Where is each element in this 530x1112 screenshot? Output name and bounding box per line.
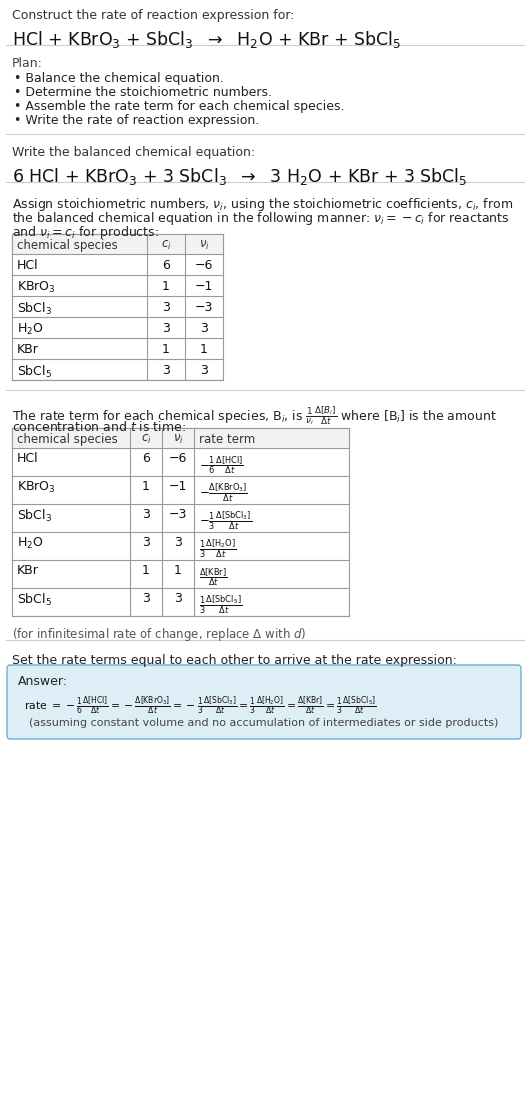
Text: 3: 3 — [162, 322, 170, 335]
Text: 3: 3 — [174, 592, 182, 605]
Text: • Balance the chemical equation.: • Balance the chemical equation. — [14, 72, 224, 85]
Text: $\nu_i$: $\nu_i$ — [173, 433, 183, 446]
Text: HCl: HCl — [17, 451, 39, 465]
Text: 3: 3 — [142, 536, 150, 549]
Text: Answer:: Answer: — [18, 675, 68, 688]
Bar — [12, 234, 223, 380]
Text: • Assemble the rate term for each chemical species.: • Assemble the rate term for each chemic… — [14, 100, 344, 113]
Text: the balanced chemical equation in the following manner: $\nu_i = -c_i$ for react: the balanced chemical equation in the fo… — [12, 210, 509, 227]
Text: 1: 1 — [162, 280, 170, 292]
Text: $\frac{1}{3}\frac{\Delta[\mathrm{SbCl_5}]}{\Delta t}$: $\frac{1}{3}\frac{\Delta[\mathrm{SbCl_5}… — [199, 594, 242, 616]
Text: The rate term for each chemical species, B$_i$, is $\frac{1}{\nu_i}\frac{\Delta[: The rate term for each chemical species,… — [12, 404, 497, 427]
Text: $\frac{1}{3}\frac{\Delta[\mathrm{H_2O}]}{\Delta t}$: $\frac{1}{3}\frac{\Delta[\mathrm{H_2O}]}… — [199, 538, 236, 560]
Text: KBrO$_3$: KBrO$_3$ — [17, 280, 56, 295]
Text: SbCl$_5$: SbCl$_5$ — [17, 592, 52, 608]
Text: $\nu_i$: $\nu_i$ — [199, 239, 209, 252]
Text: KBr: KBr — [17, 342, 39, 356]
Text: 1: 1 — [142, 480, 150, 493]
Text: (assuming constant volume and no accumulation of intermediates or side products): (assuming constant volume and no accumul… — [29, 718, 499, 728]
Text: 3: 3 — [174, 536, 182, 549]
Text: $-\frac{1}{3}\frac{\Delta[\mathrm{SbCl_3}]}{\Delta t}$: $-\frac{1}{3}\frac{\Delta[\mathrm{SbCl_3… — [199, 510, 252, 533]
Text: • Determine the stoichiometric numbers.: • Determine the stoichiometric numbers. — [14, 86, 272, 99]
Text: $c_i$: $c_i$ — [140, 433, 152, 446]
Text: −1: −1 — [195, 280, 213, 292]
Text: Construct the rate of reaction expression for:: Construct the rate of reaction expressio… — [12, 9, 295, 22]
Text: 6: 6 — [162, 259, 170, 272]
Text: $c_i$: $c_i$ — [161, 239, 171, 252]
Text: −3: −3 — [169, 508, 187, 522]
Text: HCl + KBrO$_3$ + SbCl$_3$  $\rightarrow$  H$_2$O + KBr + SbCl$_5$: HCl + KBrO$_3$ + SbCl$_3$ $\rightarrow$ … — [12, 29, 401, 50]
Text: and $\nu_i = c_i$ for products:: and $\nu_i = c_i$ for products: — [12, 224, 159, 241]
Text: 3: 3 — [142, 592, 150, 605]
Text: KBr: KBr — [17, 564, 39, 577]
Bar — [12, 234, 223, 254]
Text: rate term: rate term — [199, 433, 255, 446]
Text: 3: 3 — [142, 508, 150, 522]
Text: H$_2$O: H$_2$O — [17, 536, 43, 552]
Text: 6: 6 — [142, 451, 150, 465]
Text: −1: −1 — [169, 480, 187, 493]
Text: Assign stoichiometric numbers, $\nu_i$, using the stoichiometric coefficients, $: Assign stoichiometric numbers, $\nu_i$, … — [12, 196, 513, 214]
Text: concentration and $t$ is time:: concentration and $t$ is time: — [12, 420, 186, 434]
Text: Plan:: Plan: — [12, 57, 43, 70]
FancyBboxPatch shape — [7, 665, 521, 739]
Text: Set the rate terms equal to each other to arrive at the rate expression:: Set the rate terms equal to each other t… — [12, 654, 457, 667]
Text: −6: −6 — [195, 259, 213, 272]
Bar — [12, 428, 349, 616]
Text: KBrO$_3$: KBrO$_3$ — [17, 480, 56, 495]
Text: −3: −3 — [195, 301, 213, 314]
Text: 1: 1 — [174, 564, 182, 577]
Text: 3: 3 — [162, 364, 170, 377]
Text: Write the balanced chemical equation:: Write the balanced chemical equation: — [12, 146, 255, 159]
Text: rate $= -\frac{1}{6}\frac{\Delta[\mathrm{HCl}]}{\Delta t} = -\frac{\Delta[\mathr: rate $= -\frac{1}{6}\frac{\Delta[\mathrm… — [24, 694, 377, 717]
Text: SbCl$_5$: SbCl$_5$ — [17, 364, 52, 380]
Text: 1: 1 — [200, 342, 208, 356]
Text: −6: −6 — [169, 451, 187, 465]
Text: SbCl$_3$: SbCl$_3$ — [17, 301, 52, 317]
Text: $-\frac{1}{6}\frac{\Delta[\mathrm{HCl}]}{\Delta t}$: $-\frac{1}{6}\frac{\Delta[\mathrm{HCl}]}… — [199, 454, 244, 476]
Bar — [12, 428, 349, 448]
Text: • Write the rate of reaction expression.: • Write the rate of reaction expression. — [14, 115, 259, 127]
Text: (for infinitesimal rate of change, replace Δ with $d$): (for infinitesimal rate of change, repla… — [12, 626, 306, 643]
Text: 3: 3 — [162, 301, 170, 314]
Text: 1: 1 — [162, 342, 170, 356]
Text: 6 HCl + KBrO$_3$ + 3 SbCl$_3$  $\rightarrow$  3 H$_2$O + KBr + 3 SbCl$_5$: 6 HCl + KBrO$_3$ + 3 SbCl$_3$ $\rightarr… — [12, 166, 467, 187]
Text: 3: 3 — [200, 364, 208, 377]
Text: chemical species: chemical species — [17, 239, 118, 252]
Text: $-\frac{\Delta[\mathrm{KBrO_3}]}{\Delta t}$: $-\frac{\Delta[\mathrm{KBrO_3}]}{\Delta … — [199, 481, 248, 505]
Text: chemical species: chemical species — [17, 433, 118, 446]
Text: 1: 1 — [142, 564, 150, 577]
Text: HCl: HCl — [17, 259, 39, 272]
Text: $\frac{\Delta[\mathrm{KBr}]}{\Delta t}$: $\frac{\Delta[\mathrm{KBr}]}{\Delta t}$ — [199, 566, 227, 587]
Text: H$_2$O: H$_2$O — [17, 322, 43, 337]
Text: 3: 3 — [200, 322, 208, 335]
Text: SbCl$_3$: SbCl$_3$ — [17, 508, 52, 524]
